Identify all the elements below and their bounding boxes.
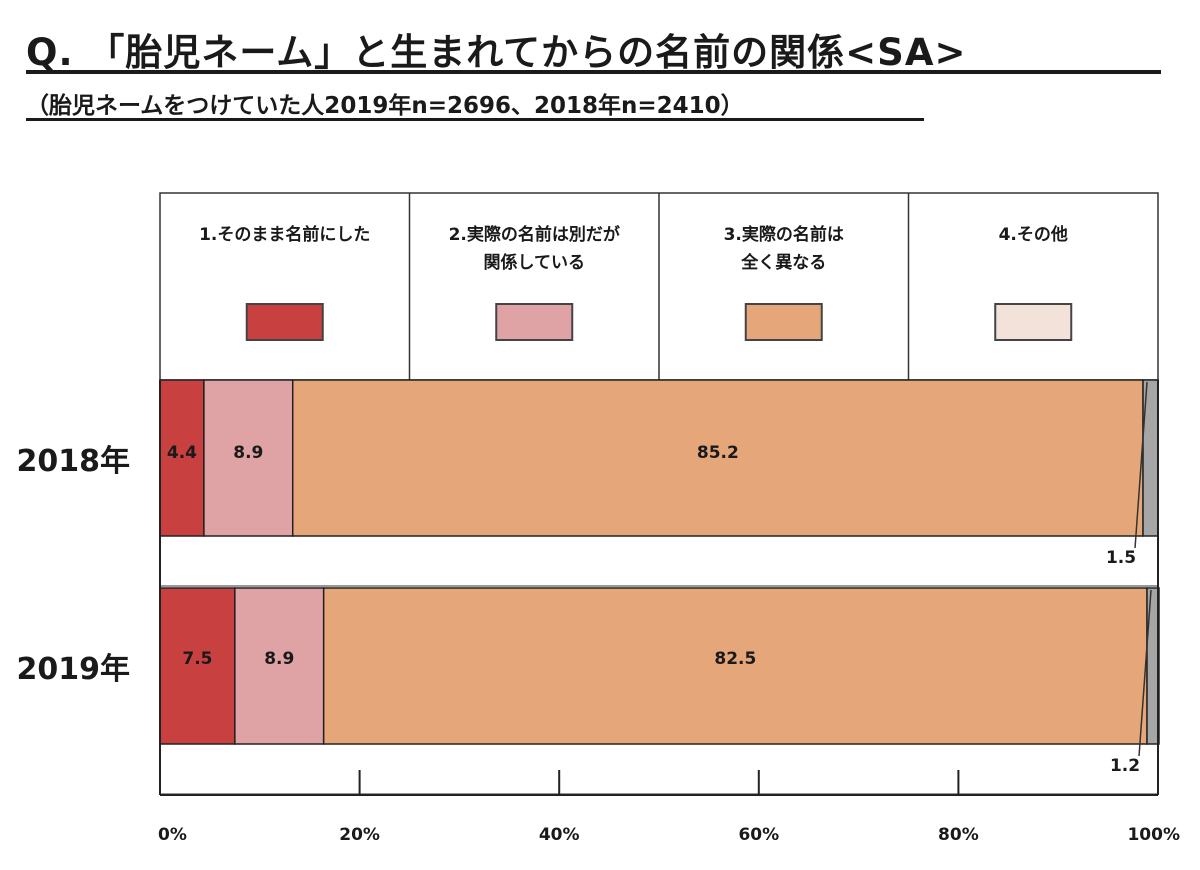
legend-swatch-2	[495, 303, 574, 341]
x-tick-label: 40%	[539, 825, 580, 845]
bar-segment	[159, 587, 236, 745]
x-tick-label: 100%	[1127, 825, 1180, 845]
bar-segment	[291, 379, 1144, 537]
leader-line	[1138, 589, 1152, 757]
title-underline	[26, 70, 1161, 74]
legend-swatch-3	[744, 303, 823, 341]
legend-swatch-1	[245, 303, 324, 341]
data-label: 8.9	[233, 443, 263, 463]
data-label: 85.2	[697, 443, 739, 463]
category-label: 2018年	[17, 444, 131, 479]
bar-gap-band	[159, 535, 1159, 587]
x-tick-label: 80%	[938, 825, 979, 845]
bar-segment	[322, 587, 1148, 745]
data-label: 82.5	[714, 649, 756, 669]
bar-gap-band	[159, 743, 1159, 795]
legend-label: 全く異なる	[740, 252, 826, 273]
legend-label: 関係している	[484, 252, 586, 273]
legend-label: 4.その他	[999, 224, 1068, 245]
x-tick-label: 20%	[339, 825, 380, 845]
legend-label: 2.実際の名前は別だが	[449, 224, 620, 245]
chart-subtitle: （胎児ネームをつけていた人2019年n=2696、2018年n=2410）	[26, 93, 744, 119]
legend-label: 3.実際の名前は	[724, 224, 844, 245]
data-label: 8.9	[264, 649, 294, 669]
data-label: 1.5	[1106, 548, 1136, 568]
chart-title: Q. 「胎児ネーム」と生まれてからの名前の関係<SA>	[26, 31, 967, 74]
x-tick-label: 60%	[738, 825, 779, 845]
leader-line	[1134, 381, 1148, 549]
category-label: 2019年	[17, 652, 131, 687]
subtitle-underline	[26, 118, 924, 121]
x-tick-label: 0%	[158, 825, 187, 845]
data-label: 7.5	[182, 649, 212, 669]
legend-label: 1.そのまま名前にした	[199, 224, 370, 245]
data-label: 4.4	[167, 443, 197, 463]
legend-swatch-4	[994, 303, 1073, 341]
data-label: 1.2	[1110, 756, 1140, 776]
